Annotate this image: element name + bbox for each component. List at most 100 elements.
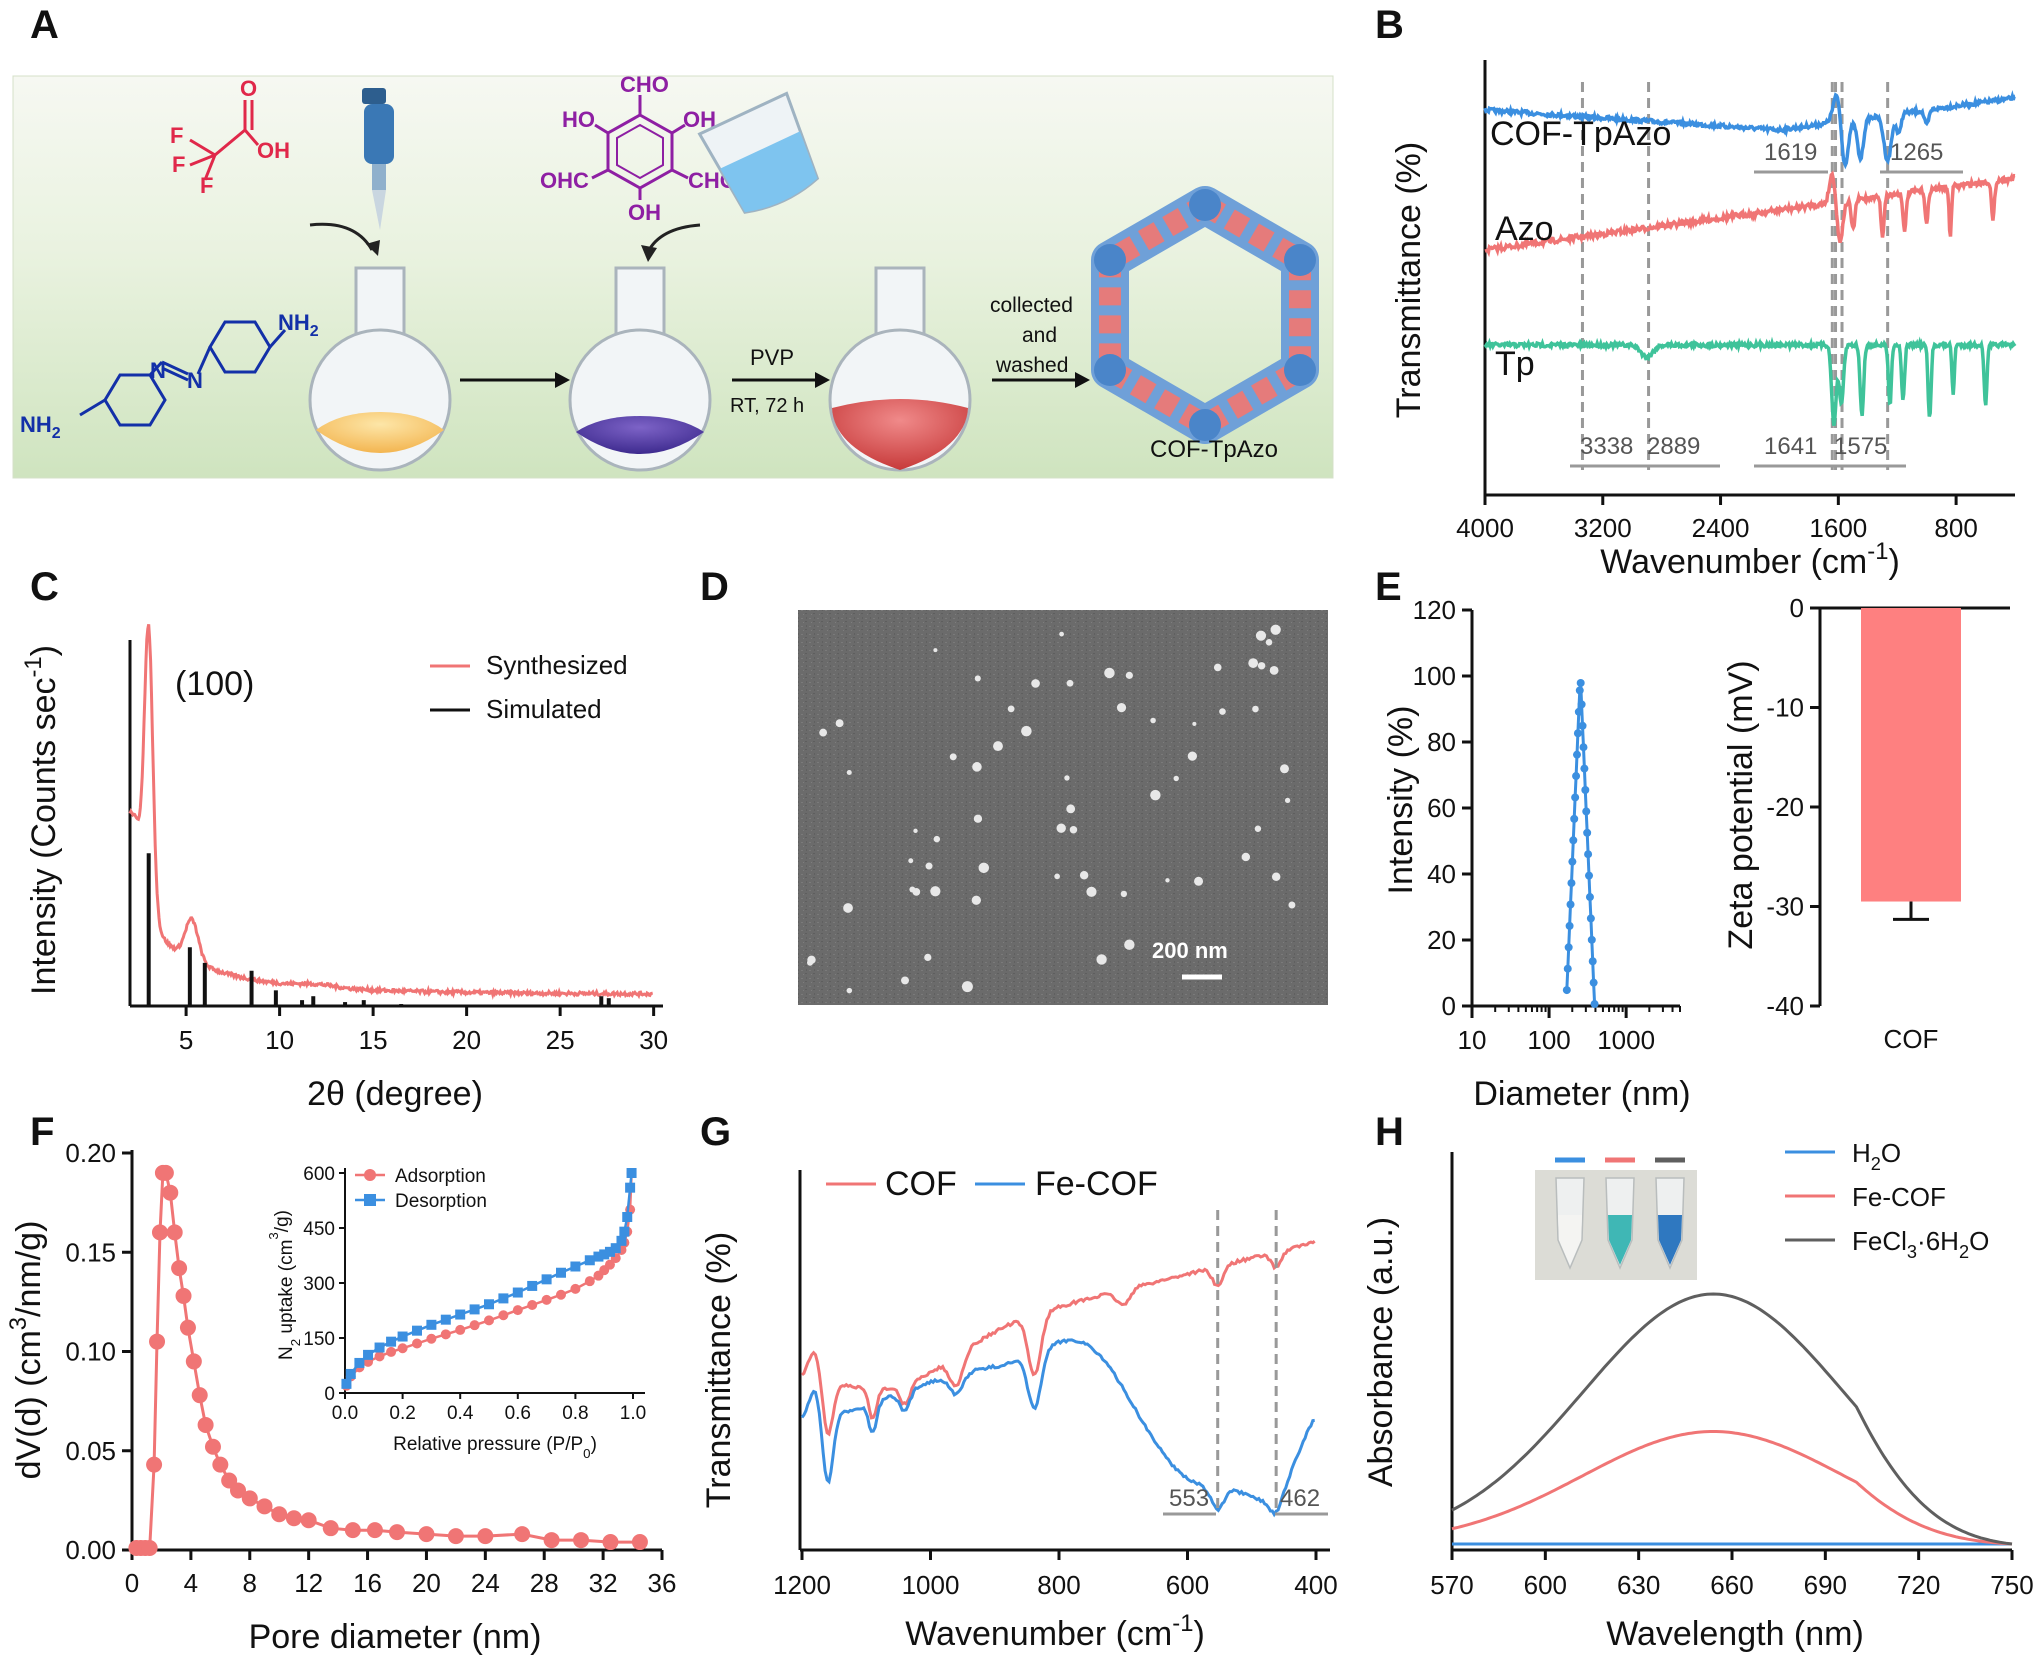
flask-red: [828, 266, 972, 472]
h-vial-liquid: [1658, 1215, 1682, 1265]
c-x-tick-label: 30: [639, 1025, 668, 1055]
f-x-label: Pore diameter (nm): [249, 1618, 542, 1656]
chart-b: 4000 3200 2400 1600 800 Wavenumber (cm-1) Tran…: [1390, 60, 2017, 581]
g-x-tick-label: 1200: [773, 1570, 831, 1600]
cof-framework-icon: [1091, 186, 1319, 444]
f-inset-point-desorption: [625, 1182, 636, 1193]
b-series-azo: [1484, 170, 2016, 258]
sem-particle: [1066, 804, 1076, 814]
f-inset-point-desorption: [397, 1331, 408, 1342]
h-x-label: Wavelength (nm): [1606, 1615, 1864, 1653]
f-inset-y-tick-label: 600: [303, 1164, 335, 1185]
b-y-label: Transmittance (%): [1390, 142, 1428, 418]
f-point: [271, 1506, 288, 1523]
tp-oh-bottom: OH: [628, 200, 661, 225]
b-annotation-1265: 1265: [1890, 139, 1943, 166]
sem-particle: [1280, 764, 1289, 774]
flask-yellow: [308, 266, 452, 472]
sem-particle: [843, 903, 853, 913]
step-and: and: [1022, 324, 1057, 347]
h-x-tick-label: 630: [1617, 1570, 1660, 1600]
e1-point: [1587, 935, 1596, 944]
beaker-icon: [697, 91, 820, 214]
f-inset-x-tick-label: 1.0: [620, 1403, 646, 1424]
f-x-tick-label: 28: [530, 1568, 559, 1598]
f-inset-x-tick-label: 0.0: [332, 1403, 358, 1424]
step-washed: washed: [995, 354, 1068, 377]
f-inset-point-adsorption: [512, 1305, 523, 1316]
f-y-tick-label: 0.15: [65, 1237, 116, 1267]
f-inset-point-desorption: [412, 1325, 422, 1336]
f-point: [185, 1353, 202, 1370]
sem-particle: [1086, 886, 1097, 897]
g-x-tick-label: 800: [1037, 1570, 1080, 1600]
sem-particle: [972, 762, 982, 772]
b-x-tick-label: 4000: [1456, 513, 1514, 543]
c-peak-label: (100): [175, 665, 254, 703]
tfa-f3: F: [200, 173, 213, 198]
sem-particle: [973, 814, 983, 823]
tfa-f1: F: [170, 123, 183, 148]
f-point: [149, 1333, 166, 1350]
f-y-tick-label: 0.20: [65, 1138, 116, 1168]
f-inset-legend-desorption: Desorption: [395, 1191, 487, 1212]
e2-y-label: Zeta potential (mV): [1722, 660, 1760, 949]
f-inset-x-tick-label: 0.4: [447, 1403, 474, 1424]
f-point: [175, 1287, 192, 1304]
e1-point: [1567, 879, 1576, 888]
chart-g: 1200 1000 800 600 400 Wavenumber (cm-1) Transm…: [700, 1165, 1338, 1653]
f-inset-point-desorption: [610, 1243, 621, 1254]
f-inset-y-tick-label: 150: [303, 1329, 335, 1350]
sem-particle: [1271, 872, 1281, 881]
f-point: [212, 1456, 229, 1473]
sem-particle: [1059, 631, 1064, 637]
f-inset-point-desorption: [626, 1168, 637, 1178]
b-x-tick-label: 1600: [1809, 513, 1867, 543]
e1-point: [1566, 900, 1575, 909]
sem-particle: [978, 862, 990, 874]
sem-particle: [1257, 662, 1266, 670]
f-point: [230, 1482, 246, 1499]
f-point: [366, 1522, 383, 1539]
f-x-tick-label: 4: [184, 1568, 198, 1598]
f-inset-point-desorption: [345, 1368, 356, 1379]
f-inset-point-adsorption: [386, 1346, 397, 1357]
sem-particle: [908, 858, 914, 864]
e1-point: [1578, 721, 1587, 730]
f-inset-y-label: N2 uptake (cm3/g): [266, 1210, 303, 1360]
sem-particle: [1248, 658, 1259, 668]
sem-particle: [1021, 725, 1032, 737]
g-x-tick-label: 400: [1294, 1570, 1337, 1600]
e1-point: [1568, 857, 1577, 866]
e1-point: [1573, 729, 1582, 738]
sem-particle: [1241, 852, 1251, 862]
f-point: [300, 1512, 317, 1529]
c-series-synthesized: [128, 624, 654, 1000]
h-vial-liquid: [1558, 1215, 1582, 1265]
f-inset-point-adsorption: [527, 1300, 538, 1310]
f-inset-point-desorption: [374, 1342, 385, 1353]
f-point: [204, 1438, 221, 1455]
sem-particle: [1069, 825, 1078, 834]
f-inset-point-desorption: [455, 1309, 466, 1320]
sem-particle: [1066, 679, 1074, 687]
f-point: [602, 1534, 619, 1551]
f-inset-point-desorption: [556, 1267, 566, 1278]
e1-point: [1576, 678, 1585, 687]
c-legend-simulated: Simulated: [486, 694, 602, 724]
e1-x-tick-label: 100: [1527, 1025, 1570, 1055]
b-annotation-1619: 1619: [1764, 139, 1817, 166]
e1-point: [1585, 871, 1594, 880]
sem-image: 200 nm: [798, 610, 1328, 1005]
e2-bar-cof: [1861, 608, 1961, 902]
f-inset-point-desorption: [386, 1336, 397, 1347]
step-pvp: PVP: [750, 345, 794, 370]
sem-particle: [1288, 901, 1296, 909]
sem-particle: [1219, 708, 1226, 715]
f-point: [151, 1224, 168, 1241]
h-x-tick-label: 690: [1804, 1570, 1847, 1600]
c-x-tick-label: 5: [179, 1025, 193, 1055]
b-legend-cof-tpazo: COF-TpAzo: [1490, 115, 1671, 153]
sem-particle: [1284, 797, 1291, 804]
b-legend-tp: Tp: [1495, 345, 1535, 383]
